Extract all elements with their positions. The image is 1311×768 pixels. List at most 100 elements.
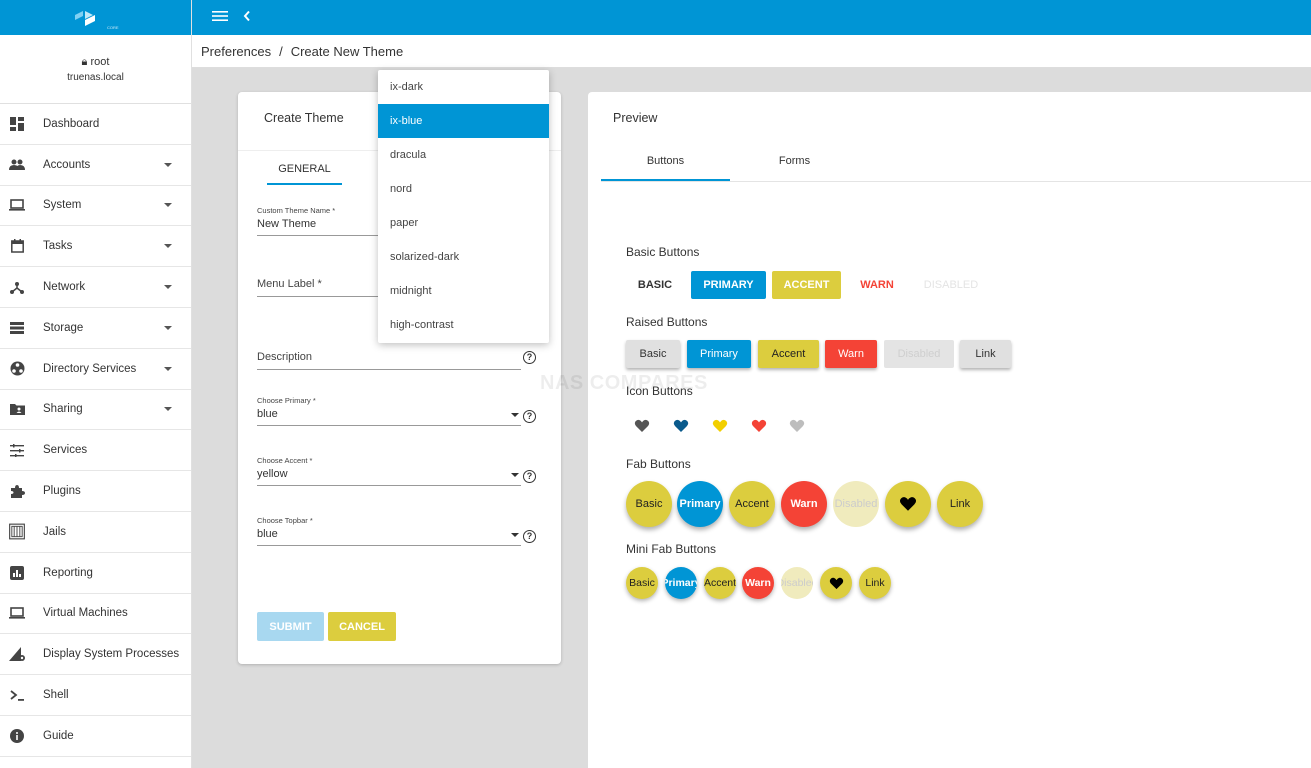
processes-icon: [9, 646, 25, 662]
tab-underline: [601, 179, 730, 181]
tab-forms[interactable]: Forms: [778, 155, 811, 167]
sidebar-item-plugins[interactable]: Plugins: [0, 471, 191, 512]
primary-flat-button[interactable]: PRIMARY: [691, 271, 766, 299]
breadcrumb-parent[interactable]: Preferences: [201, 43, 272, 59]
accent-raised-button[interactable]: Accent: [758, 340, 819, 368]
chevron-left-icon[interactable]: [242, 10, 252, 25]
field-label: Choose Accent *: [257, 456, 313, 465]
section-title-basic: Basic Buttons: [626, 245, 700, 259]
sidebar-item-accounts[interactable]: Accounts: [0, 145, 191, 186]
dropdown-option[interactable]: ix-dark: [390, 81, 424, 93]
sidebar-item-jails[interactable]: Jails: [0, 512, 191, 553]
sidebar-item-label: Services: [43, 444, 88, 457]
warn-flat-button[interactable]: WARN: [860, 279, 894, 291]
chevron-down-icon: [164, 407, 172, 412]
section-title-mini-fab: Mini Fab Buttons: [626, 542, 717, 556]
directory-icon: [9, 361, 25, 377]
sidebar-item-storage[interactable]: Storage: [0, 308, 191, 349]
card-title: Create Theme: [264, 111, 344, 125]
heart-icon[interactable]: [673, 418, 689, 434]
submit-button[interactable]: SUBMIT: [257, 612, 324, 641]
computer-icon: [9, 605, 25, 621]
dropdown-option[interactable]: high-contrast: [390, 319, 454, 331]
help-icon[interactable]: ?: [523, 530, 536, 543]
tab-buttons[interactable]: Buttons: [646, 155, 685, 167]
breadcrumb-separator: /: [279, 43, 283, 59]
logo[interactable]: CORE: [0, 0, 191, 35]
section-title-icon: Icon Buttons: [626, 384, 693, 398]
description-field[interactable]: Description: [257, 351, 521, 370]
basic-raised-button[interactable]: Basic: [626, 340, 680, 368]
sidebar-item-directory-services[interactable]: Directory Services: [0, 349, 191, 390]
sidebar-item-reporting[interactable]: Reporting: [0, 553, 191, 594]
help-icon[interactable]: ?: [523, 470, 536, 483]
dropdown-option[interactable]: solarized-dark: [390, 251, 460, 263]
topbar-select-value[interactable]: blue: [257, 528, 521, 546]
warn-raised-button[interactable]: Warn: [825, 340, 877, 368]
link-fab-button[interactable]: Link: [937, 481, 983, 527]
heart-icon[interactable]: [751, 418, 767, 434]
dropdown-option[interactable]: paper: [390, 217, 419, 229]
heart-mini-fab-button[interactable]: [820, 567, 852, 599]
accent-select[interactable]: Choose Accent * yellow: [257, 456, 521, 486]
truenas-logo-icon: CORE: [74, 10, 118, 30]
primary-fab-button[interactable]: Primary: [677, 481, 723, 527]
link-mini-fab-button[interactable]: Link: [859, 567, 891, 599]
chevron-down-icon: [164, 203, 172, 208]
dropdown-option-selected[interactable]: ix-blue: [378, 104, 549, 138]
sidebar-item-label: Shell: [43, 689, 69, 702]
description-input[interactable]: Description: [257, 351, 521, 370]
warn-mini-fab-button[interactable]: Warn: [742, 567, 774, 599]
heart-fab-button[interactable]: [885, 481, 931, 527]
basic-fab-button[interactable]: Basic: [626, 481, 672, 527]
link-raised-button[interactable]: Link: [960, 340, 1011, 368]
basic-flat-button[interactable]: BASIC: [637, 279, 673, 291]
dropdown-option[interactable]: midnight: [390, 285, 432, 297]
sidebar-nav: Dashboard Accounts System Tasks Network …: [0, 104, 191, 757]
disabled-raised-button: Disabled: [884, 340, 954, 368]
sidebar-item-label: Storage: [43, 321, 84, 334]
sidebar-item-virtual-machines[interactable]: Virtual Machines: [0, 594, 191, 635]
chevron-down-icon[interactable]: [511, 533, 519, 537]
heart-icon[interactable]: [712, 418, 728, 434]
sidebar-item-dashboard[interactable]: Dashboard: [0, 104, 191, 145]
primary-raised-button[interactable]: Primary: [687, 340, 751, 368]
sidebar-item-label: Dashboard: [43, 117, 100, 130]
accent-mini-fab-button[interactable]: Accent: [704, 567, 736, 599]
chevron-down-icon: [164, 285, 172, 290]
lock-icon: 🔒︎: [81, 55, 88, 68]
primary-select[interactable]: Choose Primary * blue: [257, 396, 521, 426]
chevron-down-icon[interactable]: [511, 413, 519, 417]
basic-mini-fab-button[interactable]: Basic: [626, 567, 658, 599]
accent-flat-button[interactable]: ACCENT: [772, 271, 841, 299]
help-icon[interactable]: ?: [523, 351, 536, 364]
sidebar-item-guide[interactable]: Guide: [0, 716, 191, 757]
help-icon[interactable]: ?: [523, 410, 536, 423]
user-box: 🔒︎ root truenas.local: [0, 35, 191, 104]
hamburger-icon[interactable]: [212, 10, 228, 25]
primary-select-value[interactable]: blue: [257, 408, 521, 426]
chart-icon: [9, 565, 25, 581]
sidebar-item-services[interactable]: Services: [0, 430, 191, 472]
primary-mini-fab-button[interactable]: Primary: [665, 567, 697, 599]
dropdown-option[interactable]: dracula: [390, 149, 427, 161]
cancel-button[interactable]: CANCEL: [328, 612, 396, 641]
sidebar-item-system[interactable]: System: [0, 186, 191, 227]
warn-fab-button[interactable]: Warn: [781, 481, 827, 527]
sidebar-item-sharing[interactable]: Sharing: [0, 390, 191, 431]
topbar-select[interactable]: Choose Topbar * blue: [257, 516, 521, 546]
calendar-icon: [9, 238, 25, 254]
sidebar-item-network[interactable]: Network: [0, 267, 191, 308]
accent-fab-button[interactable]: Accent: [729, 481, 775, 527]
heart-icon[interactable]: [634, 418, 650, 434]
sidebar-item-display-system-processes[interactable]: Display System Processes: [0, 634, 191, 676]
sidebar-item-tasks[interactable]: Tasks: [0, 226, 191, 268]
topbar: [192, 0, 1311, 35]
sidebar-item-shell[interactable]: Shell: [0, 675, 191, 716]
section-title-raised: Raised Buttons: [626, 315, 708, 329]
accent-select-value[interactable]: yellow: [257, 468, 521, 486]
tab-general[interactable]: GENERAL: [278, 163, 331, 175]
sidebar-item-label: Sharing: [43, 403, 83, 416]
chevron-down-icon[interactable]: [511, 473, 519, 477]
dropdown-option[interactable]: nord: [390, 183, 413, 195]
